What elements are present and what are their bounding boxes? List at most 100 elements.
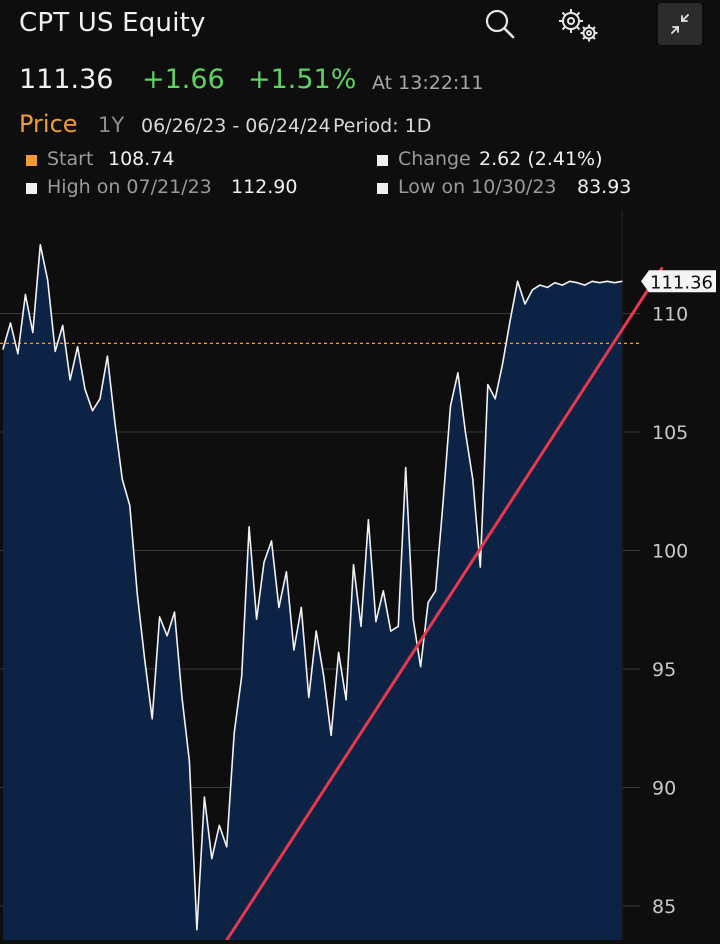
data-point — [241, 675, 243, 677]
data-point — [479, 566, 481, 568]
y-tick-label: 95 — [652, 659, 676, 681]
data-point — [412, 618, 414, 620]
data-point — [136, 592, 138, 594]
chart-settings-bar: Price 1Y 06/26/23 - 06/24/24 Period: 1D — [0, 108, 720, 142]
legend-high: High on 07/21/23 112.90 — [0, 176, 360, 202]
data-point — [24, 293, 26, 296]
data-point — [54, 350, 56, 352]
data-point — [17, 353, 19, 355]
price-change: +1.66 — [142, 64, 225, 95]
low-value: 83.93 — [577, 176, 632, 198]
data-point — [427, 602, 429, 604]
data-point — [330, 734, 332, 737]
legend-low: Low on 10/30/23 83.93 — [0, 176, 720, 202]
data-point — [576, 282, 578, 284]
data-point — [32, 331, 34, 334]
data-point — [218, 824, 220, 827]
data-point — [449, 405, 452, 407]
high-square-icon — [26, 183, 37, 194]
data-point — [293, 649, 295, 651]
data-point — [188, 760, 190, 763]
gear-icon[interactable] — [556, 6, 602, 44]
y-tick-label: 105 — [652, 422, 688, 444]
data-point — [509, 320, 511, 322]
data-point — [106, 355, 108, 357]
field-selector[interactable]: Price — [19, 110, 78, 138]
data-point — [166, 635, 168, 637]
data-point — [457, 372, 459, 374]
collapse-button[interactable] — [658, 3, 702, 45]
data-point — [539, 284, 541, 286]
data-point — [159, 616, 161, 618]
data-point — [2, 348, 4, 350]
start-square-icon — [26, 155, 37, 166]
data-point — [487, 384, 489, 386]
data-point — [435, 590, 437, 592]
legend: Start 108.74 Change 2.62 (2.41%) High on… — [0, 148, 720, 208]
data-point — [39, 244, 41, 246]
data-point — [62, 324, 64, 326]
start-value: 108.74 — [108, 148, 175, 170]
change-label: Change — [398, 148, 471, 170]
data-point — [151, 718, 153, 720]
data-point — [569, 280, 571, 282]
change-value: 2.62 (2.41%) — [479, 148, 603, 170]
period-selector[interactable]: Period: 1D — [333, 115, 432, 137]
quote-bar: 111.36 +1.66 +1.51% At 13:22:11 — [0, 60, 720, 100]
data-point — [173, 611, 176, 613]
data-point — [382, 590, 384, 592]
data-point — [99, 398, 101, 400]
data-point — [315, 630, 317, 632]
data-point — [561, 284, 563, 286]
data-point — [613, 282, 616, 284]
last-value-tag — [641, 270, 716, 293]
data-point — [405, 467, 407, 469]
data-point — [278, 606, 280, 608]
data-point — [442, 502, 444, 504]
data-point — [196, 929, 198, 931]
start-label: Start — [47, 148, 94, 170]
range-selector[interactable]: 1Y — [98, 113, 125, 137]
trendline — [222, 266, 664, 944]
legend-change: Change 2.62 (2.41%) — [0, 148, 720, 174]
data-point — [263, 561, 265, 563]
data-point — [114, 421, 116, 424]
security-title: CPT US Equity — [19, 8, 206, 38]
low-label: Low on 10/30/23 — [398, 176, 557, 198]
data-point — [338, 651, 340, 653]
data-point — [129, 504, 131, 507]
last-value-label: 111.36 — [650, 272, 713, 293]
data-point — [211, 858, 213, 860]
price-line — [2, 244, 623, 931]
data-point — [84, 388, 86, 390]
data-point — [502, 362, 504, 364]
y-tick-label: 110 — [652, 304, 688, 326]
data-point — [352, 564, 355, 566]
data-point — [77, 346, 79, 348]
data-point — [91, 410, 94, 412]
price-area — [3, 244, 622, 941]
data-point — [367, 519, 369, 521]
data-point — [420, 666, 422, 668]
data-point — [360, 625, 362, 627]
change-square-icon — [377, 155, 388, 166]
data-point — [584, 284, 586, 286]
data-point — [226, 846, 228, 848]
legend-start: Start 108.74 — [0, 148, 360, 174]
data-point — [121, 478, 123, 480]
data-point — [390, 630, 392, 632]
data-point — [248, 526, 250, 528]
header: CPT US Equity — [0, 0, 720, 52]
data-point — [494, 398, 496, 400]
date-range[interactable]: 06/26/23 - 06/24/24 — [141, 115, 331, 137]
search-icon[interactable] — [484, 8, 516, 40]
price-chart[interactable]: 85 90 95 100 105 110 111.36 — [0, 210, 720, 944]
y-tick-label: 85 — [652, 896, 676, 918]
data-point — [203, 796, 205, 798]
data-point — [546, 286, 549, 288]
data-point — [375, 621, 377, 623]
low-square-icon — [377, 183, 388, 194]
data-point — [599, 282, 601, 284]
y-tick-label: 90 — [652, 778, 676, 800]
high-value: 112.90 — [231, 176, 298, 198]
